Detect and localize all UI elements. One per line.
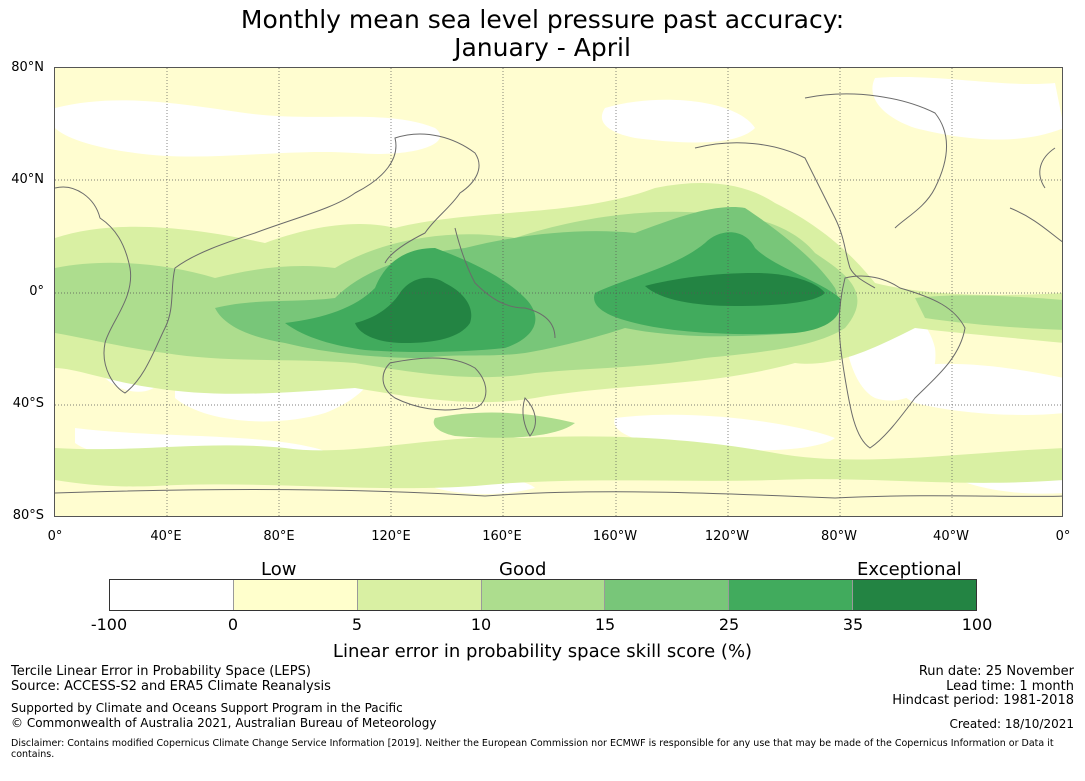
colorbar-segment xyxy=(729,580,854,610)
footer-method: Tercile Linear Error in Probability Spac… xyxy=(11,664,311,679)
lat-label-80n: 80°N xyxy=(11,60,44,75)
colorbar-tick: 15 xyxy=(594,615,616,634)
colorbar-tick: -100 xyxy=(90,615,128,634)
map-title-line2: January - April xyxy=(454,33,631,62)
footer-copyright: © Commonwealth of Australia 2021, Austra… xyxy=(11,716,437,730)
footer-hindcast-period: Hindcast period: 1981-2018 xyxy=(892,693,1074,708)
coastlines xyxy=(55,93,1062,499)
lon-label-160e: 160°E xyxy=(482,529,522,544)
lon-label-120w: 120°W xyxy=(704,529,750,544)
colorbar-segment xyxy=(357,580,482,610)
lat-label-80s: 80°S xyxy=(12,508,44,523)
colorbar xyxy=(109,579,977,611)
lon-label-120e: 120°E xyxy=(371,529,411,544)
colorbar-label: Linear error in probability space skill … xyxy=(332,641,753,662)
footer-disclaimer: Disclaimer: Contains modified Copernicus… xyxy=(11,738,1054,760)
colorbar-segment xyxy=(853,580,977,610)
legend-category-good: Good xyxy=(499,559,547,580)
skill-map-canvas xyxy=(55,68,1062,516)
colorbar-segment xyxy=(481,580,606,610)
footer-lead-time: Lead time: 1 month xyxy=(946,679,1074,694)
footer-source: Source: ACCESS-S2 and ERA5 Climate Reana… xyxy=(11,679,331,694)
colorbar-tick: 10 xyxy=(470,615,492,634)
lat-label-40n: 40°N xyxy=(11,172,44,187)
lon-label-0-left: 0° xyxy=(47,529,63,544)
colorbar-segment xyxy=(110,580,234,610)
colorbar-tick: 35 xyxy=(842,615,864,634)
lat-label-equator: 0° xyxy=(29,284,44,299)
footer-run-date: Run date: 25 November xyxy=(918,664,1074,679)
map-title-line1: Monthly mean sea level pressure past acc… xyxy=(240,5,845,34)
footer-support: Supported by Climate and Oceans Support … xyxy=(11,701,403,715)
graticule xyxy=(55,68,1062,516)
colorbar-tick: 25 xyxy=(718,615,740,634)
footer-created-date: Created: 18/10/2021 xyxy=(949,717,1074,731)
legend-category-exceptional: Exceptional xyxy=(857,559,962,580)
legend-category-low: Low xyxy=(261,559,297,580)
skill-band-35-100 xyxy=(355,273,825,343)
lon-label-160w: 160°W xyxy=(592,529,638,544)
lon-label-0-right: 0° xyxy=(1055,529,1071,544)
lon-label-80w: 80°W xyxy=(821,529,857,544)
lon-label-40e: 40°E xyxy=(150,529,182,544)
skill-map xyxy=(54,67,1063,517)
colorbar-tick: 100 xyxy=(961,615,993,634)
colorbar-segment xyxy=(605,580,730,610)
lon-label-40w: 40°W xyxy=(933,529,969,544)
colorbar-tick: 0 xyxy=(227,615,239,634)
colorbar-segment xyxy=(233,580,358,610)
lat-label-40s: 40°S xyxy=(12,396,44,411)
colorbar-tick: 5 xyxy=(351,615,363,634)
lon-label-80e: 80°E xyxy=(263,529,295,544)
